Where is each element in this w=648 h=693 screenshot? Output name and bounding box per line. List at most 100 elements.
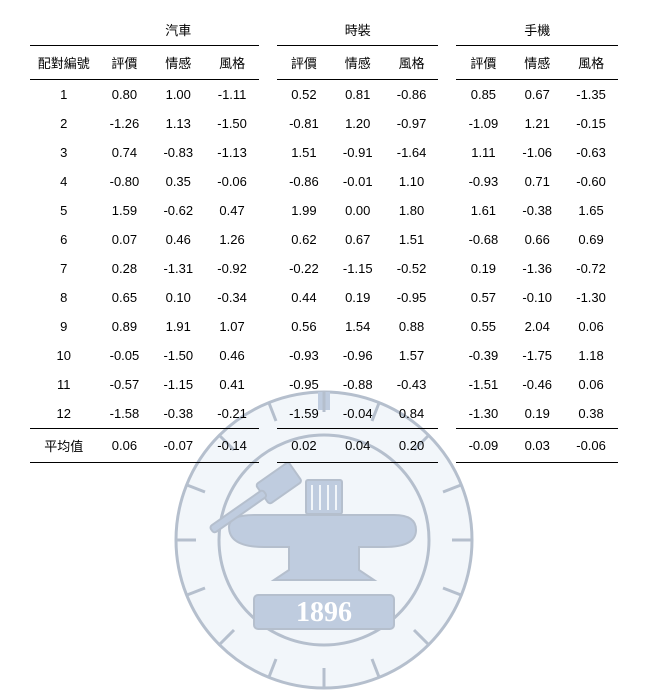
data-cell: 0.07 — [98, 225, 152, 254]
data-cell: 0.67 — [510, 80, 564, 110]
data-cell: 0.67 — [331, 225, 385, 254]
data-cell: -1.30 — [456, 399, 510, 429]
data-cell: 0.74 — [98, 138, 152, 167]
col-header: 評價 — [456, 46, 510, 80]
table-row: 60.070.461.260.620.671.51-0.680.660.69 — [30, 225, 618, 254]
data-cell: -1.15 — [331, 254, 385, 283]
data-cell: 0.41 — [205, 370, 259, 399]
data-cell: 1.65 — [564, 196, 618, 225]
data-cell: 0.85 — [456, 80, 510, 110]
data-cell: 1.00 — [151, 80, 205, 110]
table-row: 12-1.58-0.38-0.21-1.59-0.040.84-1.300.19… — [30, 399, 618, 429]
table-group-header-row: 汽車 時裝 手機 — [30, 20, 618, 46]
data-cell: -0.93 — [456, 167, 510, 196]
table-row: 70.28-1.31-0.92-0.22-1.15-0.520.19-1.36-… — [30, 254, 618, 283]
data-cell: 1.51 — [277, 138, 331, 167]
avg-cell: 0.02 — [277, 429, 331, 463]
col-header: 情感 — [151, 46, 205, 80]
data-cell: -0.63 — [564, 138, 618, 167]
data-cell: 0.28 — [98, 254, 152, 283]
data-cell: 0.10 — [151, 283, 205, 312]
table-row: 30.74-0.83-1.131.51-0.91-1.641.11-1.06-0… — [30, 138, 618, 167]
data-cell: -0.96 — [331, 341, 385, 370]
avg-cell: -0.06 — [564, 429, 618, 463]
table-row: 80.650.10-0.340.440.19-0.950.57-0.10-1.3… — [30, 283, 618, 312]
table-row: 4-0.800.35-0.06-0.86-0.011.10-0.930.71-0… — [30, 167, 618, 196]
data-cell: -1.36 — [510, 254, 564, 283]
data-cell: 0.19 — [331, 283, 385, 312]
data-cell: -1.15 — [151, 370, 205, 399]
avg-cell: 0.20 — [385, 429, 439, 463]
table-row: 10-0.05-1.500.46-0.93-0.961.57-0.39-1.75… — [30, 341, 618, 370]
data-cell: 1.99 — [277, 196, 331, 225]
col-header: 評價 — [277, 46, 331, 80]
col-header: 風格 — [205, 46, 259, 80]
data-table: 汽車 時裝 手機 配對編號 評價 情感 風格 評價 情感 風格 評價 情感 風格… — [30, 20, 618, 463]
data-cell: 0.55 — [456, 312, 510, 341]
row-id: 11 — [30, 370, 98, 399]
table-sub-header-row: 配對編號 評價 情感 風格 評價 情感 風格 評價 情感 風格 — [30, 46, 618, 80]
avg-cell: -0.07 — [151, 429, 205, 463]
data-cell: 0.66 — [510, 225, 564, 254]
table-row: 11-0.57-1.150.41-0.95-0.88-0.43-1.51-0.4… — [30, 370, 618, 399]
data-cell: -0.06 — [205, 167, 259, 196]
data-cell: -0.93 — [277, 341, 331, 370]
data-cell: -0.10 — [510, 283, 564, 312]
data-cell: -0.38 — [151, 399, 205, 429]
data-cell: -0.68 — [456, 225, 510, 254]
col-header: 評價 — [98, 46, 152, 80]
data-cell: -0.04 — [331, 399, 385, 429]
data-cell: -0.62 — [151, 196, 205, 225]
data-cell: -1.59 — [277, 399, 331, 429]
table-row: 51.59-0.620.471.990.001.801.61-0.381.65 — [30, 196, 618, 225]
data-cell: 0.62 — [277, 225, 331, 254]
data-cell: -0.91 — [331, 138, 385, 167]
data-cell: -1.30 — [564, 283, 618, 312]
avg-label: 平均值 — [30, 429, 98, 463]
data-cell: -0.60 — [564, 167, 618, 196]
data-cell: 1.91 — [151, 312, 205, 341]
data-cell: -0.72 — [564, 254, 618, 283]
data-cell: -0.52 — [385, 254, 439, 283]
data-cell: 1.61 — [456, 196, 510, 225]
row-id: 4 — [30, 167, 98, 196]
table-row: 10.801.00-1.110.520.81-0.860.850.67-1.35 — [30, 80, 618, 110]
row-id: 6 — [30, 225, 98, 254]
data-cell: -0.43 — [385, 370, 439, 399]
group-header: 汽車 — [98, 20, 259, 46]
row-id: 8 — [30, 283, 98, 312]
data-cell: 0.65 — [98, 283, 152, 312]
data-cell: -1.35 — [564, 80, 618, 110]
data-cell: 1.26 — [205, 225, 259, 254]
data-cell: -1.31 — [151, 254, 205, 283]
avg-cell: 0.04 — [331, 429, 385, 463]
table-row: 2-1.261.13-1.50-0.811.20-0.97-1.091.21-0… — [30, 109, 618, 138]
col-header: 風格 — [564, 46, 618, 80]
data-cell: -0.80 — [98, 167, 152, 196]
data-cell: 1.11 — [456, 138, 510, 167]
data-cell: 0.56 — [277, 312, 331, 341]
data-cell: 1.57 — [385, 341, 439, 370]
table-row: 90.891.911.070.561.540.880.552.040.06 — [30, 312, 618, 341]
data-cell: -0.95 — [277, 370, 331, 399]
data-cell: 1.18 — [564, 341, 618, 370]
data-cell: -1.11 — [205, 80, 259, 110]
data-cell: -0.22 — [277, 254, 331, 283]
data-cell: 0.47 — [205, 196, 259, 225]
row-id: 3 — [30, 138, 98, 167]
data-cell: 1.10 — [385, 167, 439, 196]
data-cell: 1.51 — [385, 225, 439, 254]
col-header: 情感 — [331, 46, 385, 80]
data-cell: -0.92 — [205, 254, 259, 283]
data-cell: 0.57 — [456, 283, 510, 312]
row-id: 5 — [30, 196, 98, 225]
data-cell: 1.80 — [385, 196, 439, 225]
data-cell: -0.95 — [385, 283, 439, 312]
col-header: 情感 — [510, 46, 564, 80]
avg-cell: -0.14 — [205, 429, 259, 463]
data-cell: 0.46 — [151, 225, 205, 254]
data-cell: 0.52 — [277, 80, 331, 110]
data-cell: -0.88 — [331, 370, 385, 399]
data-cell: -1.50 — [151, 341, 205, 370]
avg-cell: 0.06 — [98, 429, 152, 463]
